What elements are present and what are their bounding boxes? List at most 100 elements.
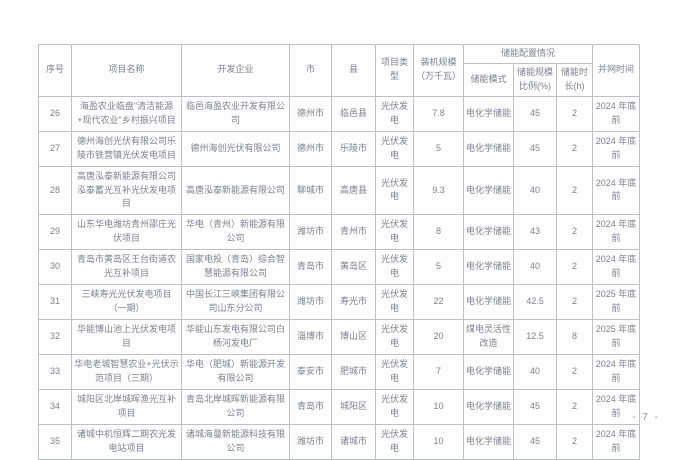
cell-county: 寿光市 xyxy=(331,284,376,320)
cell-capacity: 10 xyxy=(413,388,464,425)
header-storage-duration: 储能时长(h) xyxy=(555,62,594,97)
cell-developer: 高唐泓泰新能源有限公司 xyxy=(181,165,290,216)
cell-storage-ratio: 12.5 xyxy=(513,319,557,355)
cell-project-name: 城阳区北岸城晖渔光互补项目 xyxy=(71,388,182,425)
header-project-name: 项目名称 xyxy=(71,44,182,97)
cell-city: 潍坊市 xyxy=(289,214,332,251)
cell-index: 29 xyxy=(38,214,72,251)
cell-developer: 德州海创光伏有限公司 xyxy=(181,130,290,167)
table-row: 28 高唐泓泰新能源有限公司泓泰蓄光互补光伏发电项目 高唐泓泰新能源有限公司 聊城市高… xyxy=(38,165,641,216)
cell-storage-ratio: 45 xyxy=(513,130,557,167)
cell-storage-duration: 2 xyxy=(555,388,594,425)
cell-grid-time: 2025 年底前 xyxy=(592,284,641,320)
cell-storage-duration: 2 xyxy=(555,249,594,286)
cell-county: 博山区 xyxy=(331,319,376,355)
cell-grid-time: 2024 年底前 xyxy=(592,214,641,251)
table-row: 27 德州海创光伏有限公司乐陵市铁营镇光伏发电项目 德州海创光伏有限公司 德州市 乐陵市… xyxy=(38,130,641,167)
cell-storage-duration: 2 xyxy=(555,284,594,320)
cell-capacity: 7 xyxy=(413,353,464,390)
cell-index: 35 xyxy=(38,423,72,460)
cell-index: 33 xyxy=(38,353,72,390)
header-project-type: 项目类型 xyxy=(375,44,414,97)
cell-capacity: 8 xyxy=(413,214,464,251)
cell-index: 31 xyxy=(38,284,72,320)
header-index: 序号 xyxy=(38,44,72,97)
cell-index: 26 xyxy=(38,95,72,132)
cell-project-name: 德州海创光伏有限公司乐陵市铁营镇光伏发电项目 xyxy=(71,130,182,167)
cell-grid-time: 2024 年底前 xyxy=(592,423,641,460)
table-row: 33 华电老城智慧农业+光伏示范项目（三期） 华电（肥城）新能源开发有限公司 泰安市肥… xyxy=(38,353,641,390)
cell-storage-mode: 电化学储能 xyxy=(463,423,514,460)
cell-storage-ratio: 40 xyxy=(513,249,557,286)
cell-project-type: 光伏发电 xyxy=(375,95,414,132)
cell-city: 泰安市 xyxy=(289,353,332,390)
cell-storage-ratio: 40 xyxy=(513,165,557,216)
cell-project-name: 青岛市黄岛区王台街道农光互补项目 xyxy=(71,249,182,286)
cell-project-name: 三峡寿光光伏发电项目（一期） xyxy=(71,284,182,320)
header-county: 县 xyxy=(331,44,376,97)
cell-project-type: 光伏发电 xyxy=(375,165,414,216)
cell-grid-time: 2024 年底前 xyxy=(592,388,641,425)
cell-index: 27 xyxy=(38,130,72,167)
cell-county: 乐陵市 xyxy=(331,130,376,167)
cell-storage-duration: 2 xyxy=(555,165,594,216)
cell-storage-mode: 电化学储能 xyxy=(463,249,514,286)
cell-county: 诸城市 xyxy=(331,423,376,460)
cell-storage-duration: 2 xyxy=(555,214,594,251)
cell-capacity: 9.3 xyxy=(413,165,464,216)
cell-storage-duration: 2 xyxy=(555,353,594,390)
cell-developer: 中国长江三峡集团有限公司山东分公司 xyxy=(181,284,290,320)
cell-storage-ratio: 45 xyxy=(513,388,557,425)
cell-storage-mode: 电化学储能 xyxy=(463,165,514,216)
cell-storage-duration: 8 xyxy=(555,319,594,355)
cell-county: 高唐县 xyxy=(331,165,376,216)
cell-developer: 华能山东发电有限公司白杨河发电厂 xyxy=(181,319,290,355)
cell-capacity: 10 xyxy=(413,423,464,460)
cell-capacity: 5 xyxy=(413,130,464,167)
cell-project-name: 华能博山池上光伏发电项目 xyxy=(71,319,182,355)
cell-storage-mode: 电化学储能 xyxy=(463,353,514,390)
cell-developer: 华电（青州）新能源有限公司 xyxy=(181,214,290,251)
cell-grid-time: 2025 年底前 xyxy=(592,319,641,355)
table-row: 34 城阳区北岸城晖渔光互补项目 青岛北岸城晖新能源有限公司 青岛市 城阳区 光伏发电 10… xyxy=(38,388,641,425)
cell-developer: 国家电投（青岛）综合智慧能源有限公司 xyxy=(181,249,290,286)
header-city: 市 xyxy=(289,44,332,97)
cell-capacity: 7.8 xyxy=(413,95,464,132)
cell-storage-ratio: 45 xyxy=(513,95,557,132)
cell-project-name: 高唐泓泰新能源有限公司泓泰蓄光互补光伏发电项目 xyxy=(71,165,182,216)
cell-project-type: 光伏发电 xyxy=(375,353,414,390)
cell-county: 青州市 xyxy=(331,214,376,251)
cell-storage-mode: 电化学储能 xyxy=(463,214,514,251)
cell-index: 34 xyxy=(38,388,72,425)
table-row: 30 青岛市黄岛区王台街道农光互补项目 国家电投（青岛）综合智慧能源有限公司 青岛市黄… xyxy=(38,249,641,286)
table-row: 35 诸城中机恒辉二期农光发电站项目 诸城海曼新能源科技有限公司 潍坊市 诸城市 光伏发电… xyxy=(38,423,641,460)
cell-storage-ratio: 42.5 xyxy=(513,284,557,320)
cell-storage-duration: 2 xyxy=(555,130,594,167)
cell-capacity: 5 xyxy=(413,249,464,286)
cell-capacity: 20 xyxy=(413,319,464,355)
cell-storage-mode: 电化学储能 xyxy=(463,388,514,425)
cell-project-type: 光伏发电 xyxy=(375,249,414,286)
cell-grid-time: 2024 年底前 xyxy=(592,95,641,132)
cell-developer: 临邑海盈农业开发有限公司 xyxy=(181,95,290,132)
cell-storage-duration: 2 xyxy=(555,423,594,460)
cell-grid-time: 2024 年底前 xyxy=(592,249,641,286)
cell-storage-mode: 电化学储能 xyxy=(463,284,514,320)
cell-storage-mode: 电化学储能 xyxy=(463,130,514,167)
cell-storage-mode: 煤电灵活性改造 xyxy=(463,319,514,355)
cell-storage-ratio: 40 xyxy=(513,353,557,390)
cell-county: 黄岛区 xyxy=(331,249,376,286)
cell-storage-duration: 2 xyxy=(555,95,594,132)
table-row: 31 三峡寿光光伏发电项目（一期） 中国长江三峡集团有限公司山东分公司 潍坊市 寿光市光… xyxy=(38,284,641,320)
cell-city: 潍坊市 xyxy=(289,423,332,460)
header-grid-time: 并网时间 xyxy=(592,44,641,97)
header-storage-group: 储能配置情况 xyxy=(462,44,594,64)
cell-project-name: 海盈农业临盘"清洁能源+现代农业"乡村振兴项目 xyxy=(71,95,182,132)
projects-table: 序号 项目名称 开发企业 市 县 项目类型 装机规模（万千瓦） 储能配置情况 并… xyxy=(38,44,641,460)
cell-storage-mode: 电化学储能 xyxy=(463,95,514,132)
cell-project-type: 光伏发电 xyxy=(375,130,414,167)
table-body: 26 海盈农业临盘"清洁能源+现代农业"乡村振兴项目 临邑海盈农业开发有限公司 德州市… xyxy=(38,95,641,460)
table-row: 29 山东华电潍坊青州邵庄光伏项目 华电（青州）新能源有限公司 潍坊市 青州市 光伏发电 8… xyxy=(38,214,641,251)
header-storage-mode: 储能模式 xyxy=(463,62,514,97)
cell-city: 聊城市 xyxy=(289,165,332,216)
